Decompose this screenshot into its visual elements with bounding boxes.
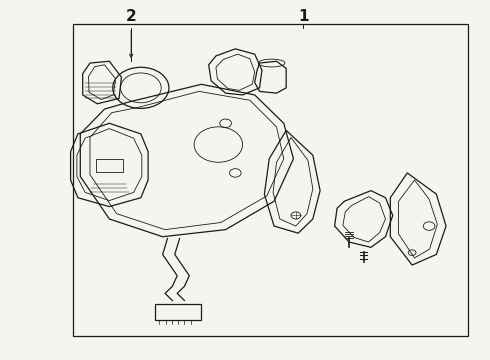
Bar bbox=[96, 159, 123, 172]
Text: 1: 1 bbox=[298, 9, 308, 24]
Text: 2: 2 bbox=[126, 9, 137, 24]
Bar bbox=[155, 304, 201, 320]
Bar bbox=[73, 24, 468, 336]
